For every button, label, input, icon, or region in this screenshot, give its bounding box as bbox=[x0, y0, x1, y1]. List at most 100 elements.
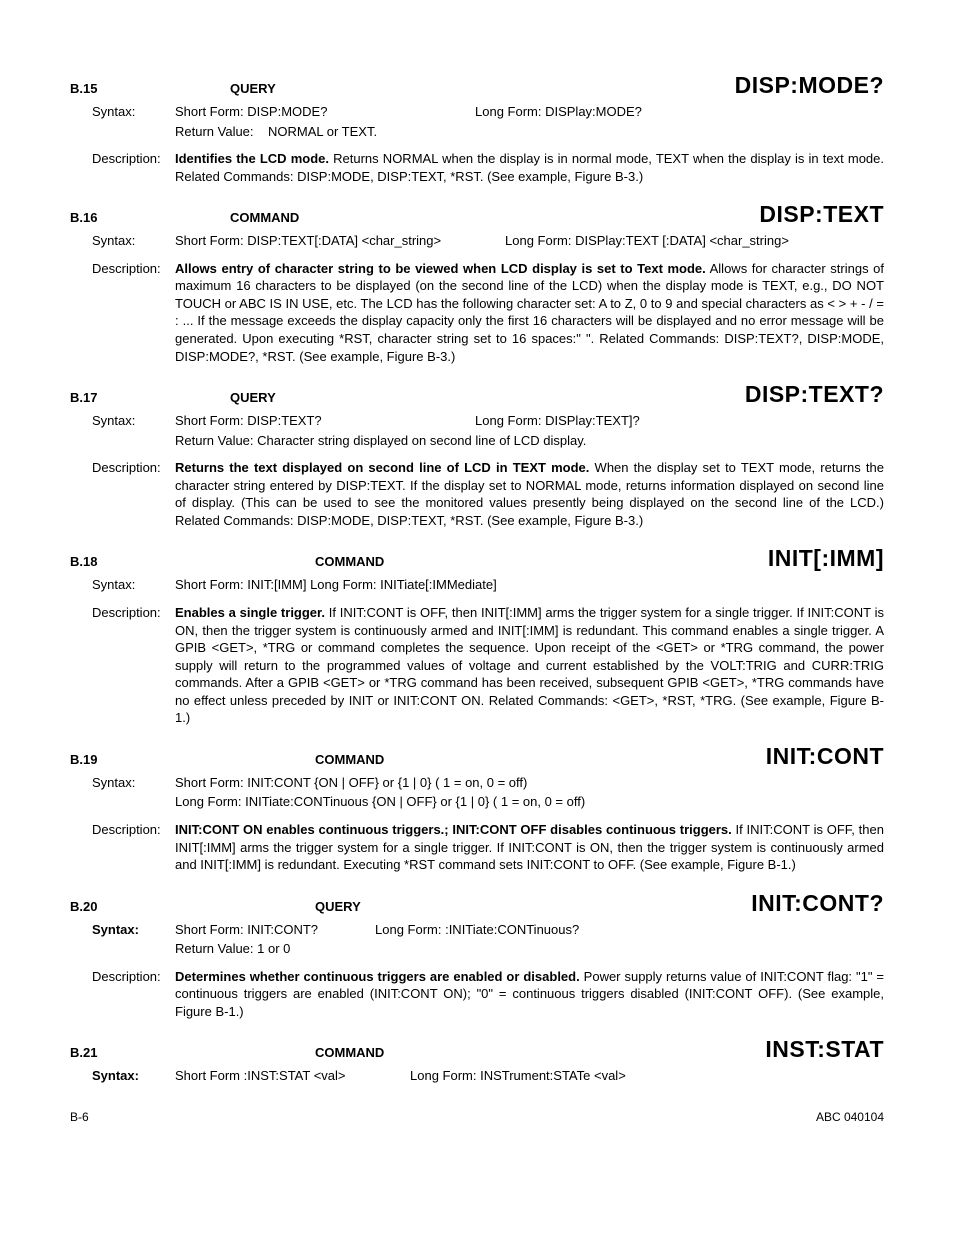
description-lead: Returns the text displayed on second lin… bbox=[175, 460, 589, 475]
return-value: Return Value: 1 or 0 bbox=[175, 940, 884, 958]
section-number: B.17 bbox=[70, 389, 230, 407]
syntax-label: Syntax: bbox=[92, 412, 175, 430]
short-form: Short Form :INST:STAT <val> bbox=[175, 1067, 410, 1085]
spacer bbox=[92, 123, 175, 141]
description-text: Identifies the LCD mode. Returns NORMAL … bbox=[175, 150, 884, 185]
syntax-label: Syntax: bbox=[92, 232, 175, 250]
syntax-label: Syntax: bbox=[92, 576, 175, 594]
description-block: Description: Identifies the LCD mode. Re… bbox=[92, 150, 884, 185]
syntax-content: Short Form: INIT:CONT? Long Form: :INITi… bbox=[175, 921, 884, 939]
return-label: Return Value: bbox=[175, 124, 254, 139]
section-title: DISP:TEXT? bbox=[745, 379, 884, 410]
description-body: If INIT:CONT is OFF, then INIT[:IMM] arm… bbox=[175, 605, 884, 725]
short-form: Short Form: DISP:TEXT? bbox=[175, 412, 475, 430]
description-block: Description: Enables a single trigger. I… bbox=[92, 604, 884, 727]
description-label: Description: bbox=[92, 604, 175, 727]
doc-id: ABC 040104 bbox=[816, 1109, 884, 1125]
section-title: INIT:CONT bbox=[766, 741, 884, 772]
long-form: Long Form: DISPlay:MODE? bbox=[475, 103, 884, 121]
section-b16: B.16 COMMAND DISP:TEXT Syntax: Short For… bbox=[70, 199, 884, 365]
section-title: DISP:MODE? bbox=[735, 70, 884, 101]
page-footer: B-6 ABC 040104 bbox=[70, 1109, 884, 1125]
spacer bbox=[92, 432, 175, 450]
long-form: Long Form: DISPlay:TEXT]? bbox=[475, 412, 884, 430]
syntax-label: Syntax: bbox=[92, 1067, 175, 1085]
section-type: QUERY bbox=[230, 389, 276, 407]
section-number: B.15 bbox=[70, 80, 230, 98]
syntax-label: Syntax: bbox=[92, 774, 175, 792]
syntax-content: Short Form :INST:STAT <val> Long Form: I… bbox=[175, 1067, 884, 1085]
syntax-content: Short Form: DISP:MODE? Long Form: DISPla… bbox=[175, 103, 884, 121]
short-form: Short Form: DISP:MODE? bbox=[175, 103, 475, 121]
section-number: B.19 bbox=[70, 751, 315, 769]
spacer bbox=[92, 793, 175, 811]
section-header: B.19 COMMAND INIT:CONT bbox=[70, 741, 884, 772]
description-text: Returns the text displayed on second lin… bbox=[175, 459, 884, 529]
section-header: B.20 QUERY INIT:CONT? bbox=[70, 888, 884, 919]
return-row: Return Value: Character string displayed… bbox=[92, 432, 884, 450]
syntax-content: Short Form: DISP:TEXT[:DATA] <char_strin… bbox=[175, 232, 884, 250]
syntax-row: Syntax: Short Form: DISP:TEXT? Long Form… bbox=[92, 412, 884, 430]
description-label: Description: bbox=[92, 150, 175, 185]
section-header: B.18 COMMAND INIT[:IMM] bbox=[70, 543, 884, 574]
description-text: Allows entry of character string to be v… bbox=[175, 260, 884, 365]
description-label: Description: bbox=[92, 260, 175, 365]
long-form: Long Form: DISPlay:TEXT [:DATA] <char_st… bbox=[505, 232, 884, 250]
section-header: B.15 QUERY DISP:MODE? bbox=[70, 70, 884, 101]
return-value: NORMAL or TEXT. bbox=[268, 124, 377, 139]
section-number: B.18 bbox=[70, 553, 315, 571]
syntax-content: Short Form: DISP:TEXT? Long Form: DISPla… bbox=[175, 412, 884, 430]
section-type: QUERY bbox=[230, 80, 276, 98]
section-title: DISP:TEXT bbox=[759, 199, 884, 230]
description-block: Description: Returns the text displayed … bbox=[92, 459, 884, 529]
description-block: Description: Allows entry of character s… bbox=[92, 260, 884, 365]
section-header: B.16 COMMAND DISP:TEXT bbox=[70, 199, 884, 230]
description-label: Description: bbox=[92, 459, 175, 529]
syntax-content: Short Form: INIT:[IMM] Long Form: INITia… bbox=[175, 576, 884, 594]
section-b20: B.20 QUERY INIT:CONT? Syntax: Short Form… bbox=[70, 888, 884, 1021]
description-lead: Allows entry of character string to be v… bbox=[175, 261, 706, 276]
syntax-label-text: Syntax: bbox=[92, 1068, 139, 1083]
description-block: Description: INIT:CONT ON enables contin… bbox=[92, 821, 884, 874]
description-lead: Identifies the LCD mode. bbox=[175, 151, 329, 166]
syntax-label: Syntax: bbox=[92, 103, 175, 121]
description-block: Description: Determines whether continuo… bbox=[92, 968, 884, 1021]
short-form: Short Form: INIT:CONT {ON | OFF} or {1 |… bbox=[175, 774, 884, 792]
section-number: B.16 bbox=[70, 209, 230, 227]
long-form: Long Form: INSTrument:STATe <val> bbox=[410, 1067, 884, 1085]
long-form: Long Form: INITiate:CONTinuous {ON | OFF… bbox=[175, 793, 884, 811]
section-title: INIT[:IMM] bbox=[768, 543, 884, 574]
syntax-label-text: Syntax: bbox=[92, 922, 139, 937]
section-type: COMMAND bbox=[315, 553, 384, 571]
syntax-label: Syntax: bbox=[92, 921, 175, 939]
syntax-row: Syntax: Short Form: DISP:TEXT[:DATA] <ch… bbox=[92, 232, 884, 250]
section-b19: B.19 COMMAND INIT:CONT Syntax: Short For… bbox=[70, 741, 884, 874]
section-type: COMMAND bbox=[315, 1044, 384, 1062]
return-content: Return Value: NORMAL or TEXT. bbox=[175, 123, 884, 141]
section-number: B.21 bbox=[70, 1044, 315, 1062]
description-label: Description: bbox=[92, 968, 175, 1021]
section-b21: B.21 COMMAND INST:STAT Syntax: Short For… bbox=[70, 1034, 884, 1085]
return-row: Return Value: NORMAL or TEXT. bbox=[92, 123, 884, 141]
syntax-row-2: Long Form: INITiate:CONTinuous {ON | OFF… bbox=[92, 793, 884, 811]
short-form: Short Form: INIT:CONT? bbox=[175, 921, 375, 939]
syntax-row: Syntax: Short Form :INST:STAT <val> Long… bbox=[92, 1067, 884, 1085]
section-title: INIT:CONT? bbox=[751, 888, 884, 919]
syntax-row: Syntax: Short Form: INIT:[IMM] Long Form… bbox=[92, 576, 884, 594]
page-number: B-6 bbox=[70, 1109, 89, 1125]
description-label: Description: bbox=[92, 821, 175, 874]
section-header: B.21 COMMAND INST:STAT bbox=[70, 1034, 884, 1065]
long-form: Long Form: :INITiate:CONTinuous? bbox=[375, 921, 884, 939]
section-b18: B.18 COMMAND INIT[:IMM] Syntax: Short Fo… bbox=[70, 543, 884, 726]
description-body: Allows for character strings of maximum … bbox=[175, 261, 884, 364]
section-b15: B.15 QUERY DISP:MODE? Syntax: Short Form… bbox=[70, 70, 884, 185]
return-row: Return Value: 1 or 0 bbox=[92, 940, 884, 958]
section-number: B.20 bbox=[70, 898, 315, 916]
section-b17: B.17 QUERY DISP:TEXT? Syntax: Short Form… bbox=[70, 379, 884, 529]
description-text: INIT:CONT ON enables continuous triggers… bbox=[175, 821, 884, 874]
description-lead: Enables a single trigger. bbox=[175, 605, 325, 620]
return-value: Return Value: Character string displayed… bbox=[175, 432, 884, 450]
section-type: COMMAND bbox=[230, 209, 299, 227]
description-lead: INIT:CONT ON enables continuous triggers… bbox=[175, 822, 732, 837]
description-lead: Determines whether continuous triggers a… bbox=[175, 969, 580, 984]
